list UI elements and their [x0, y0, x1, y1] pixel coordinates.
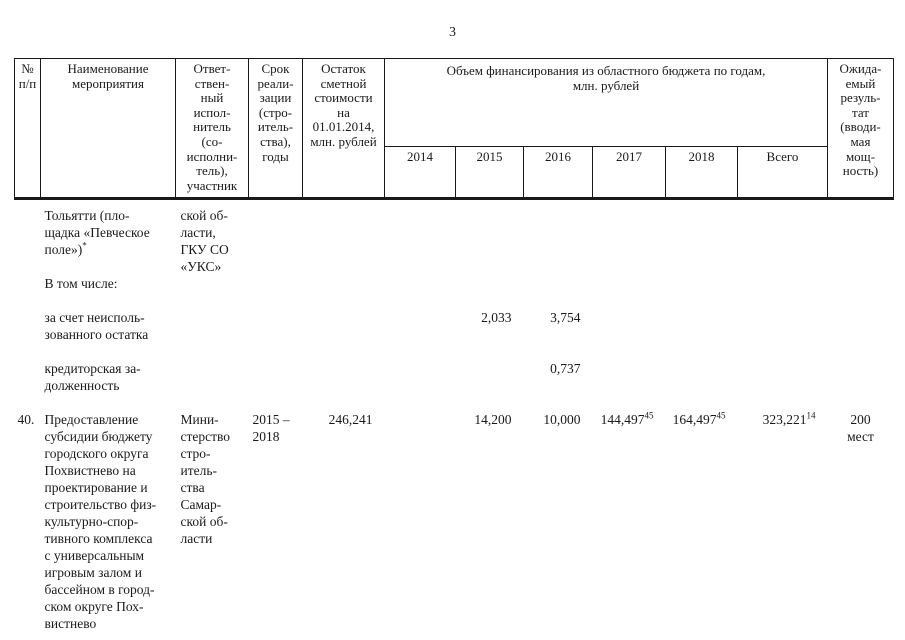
- cell-num: [15, 275, 41, 292]
- cell-total: 323,22114: [762, 410, 816, 428]
- col-header-balance: Остаток сметной стоимости на 01.01.2014,…: [302, 57, 385, 201]
- cell-2014: [385, 343, 456, 394]
- col-header-term: Срок реали- зации (стро- итель- ства), г…: [248, 57, 303, 201]
- cell-executor: ской об- ласти, ГКУ СО «УКС»: [180, 208, 229, 275]
- cell-2014: [385, 394, 456, 632]
- cell-2016: 0,737: [550, 361, 581, 377]
- footnote-ref: 14: [806, 410, 816, 421]
- cell-name: за счет неисполь- зованного остатка: [44, 310, 149, 343]
- cell-term: [249, 292, 303, 343]
- col-header-financing: Объем финансирования из областного бюдже…: [384, 58, 828, 147]
- financing-table: № п/п Наименование мероприятия Ответ- ст…: [14, 57, 894, 633]
- cell-balance: [303, 343, 385, 394]
- cell-empty: [249, 199, 894, 276]
- cell-term: 2015 – 2018: [252, 412, 290, 445]
- cell-num: [15, 343, 41, 394]
- footnote-ref: 45: [716, 410, 726, 421]
- cell-result: 200 мест: [847, 412, 874, 445]
- table-row: кредиторская за- долженность 0,737: [15, 343, 894, 394]
- cell-empty: [176, 275, 894, 292]
- table-body: Тольятти (пло- щадка «Певческое поле»)* …: [15, 199, 894, 633]
- col-header-result: Ожида- емый резуль- тат (вводи- мая мощ-…: [827, 57, 894, 201]
- col-header-year-2015: 2015: [455, 145, 524, 201]
- cell-term: [249, 343, 303, 394]
- cell-empty: [593, 292, 894, 343]
- cell-num: [15, 199, 41, 276]
- col-header-name: Наименование мероприятия: [40, 57, 176, 201]
- cell-2016: 3,754: [550, 310, 581, 326]
- cell-name: Предоставление субсидии бюджету городско…: [44, 412, 157, 632]
- cell-balance: [303, 292, 385, 343]
- footnote-asterisk: *: [82, 240, 87, 251]
- col-header-executor: Ответ- ствен- ный испол- нитель (со- исп…: [175, 57, 249, 201]
- cell-name: кредиторская за- долженность: [44, 361, 141, 394]
- col-header-year-2016: 2016: [523, 145, 593, 201]
- header-row-years: 2014 2015 2016 2017 2018 Всего: [15, 145, 894, 201]
- col-header-total: Всего: [737, 145, 828, 201]
- table-row: 40. Предоставление субсидии бюджету горо…: [15, 394, 894, 632]
- cell-name: Тольятти (пло- щадка «Певческое поле»)*: [44, 208, 150, 258]
- col-header-num: № п/п: [14, 57, 41, 201]
- table-row: В том числе:: [15, 275, 894, 292]
- col-header-year-2014: 2014: [384, 145, 456, 201]
- table-row: за счет неисполь- зованного остатка 2,03…: [15, 292, 894, 343]
- cell-executor: [176, 292, 249, 343]
- page-number: 3: [449, 25, 456, 40]
- col-header-year-2017: 2017: [592, 145, 666, 201]
- cell-executor: Мини- стерство стро- итель- ства Самар- …: [180, 412, 231, 547]
- cell-num: 40.: [17, 412, 35, 428]
- cell-executor: [176, 343, 249, 394]
- table-header: № п/п Наименование мероприятия Ответ- ст…: [14, 57, 894, 201]
- header-row-main: № п/п Наименование мероприятия Ответ- ст…: [14, 57, 894, 201]
- cell-2015: 2,033: [481, 310, 512, 326]
- cell-2014: [385, 292, 456, 343]
- table-row: Тольятти (пло- щадка «Певческое поле»)* …: [15, 199, 894, 276]
- cell-2017: 144,49745: [600, 410, 654, 428]
- cell-2015: 14,200: [474, 412, 512, 428]
- cell-2015: [456, 343, 524, 394]
- cell-2018: 164,49745: [672, 410, 726, 428]
- cell-empty: [593, 343, 894, 394]
- footnote-ref: 45: [644, 410, 654, 421]
- cell-2016: 10,000: [543, 412, 581, 428]
- col-header-year-2018: 2018: [665, 145, 738, 201]
- cell-name: В том числе:: [44, 276, 118, 292]
- cell-num: [15, 292, 41, 343]
- cell-balance: 246,241: [328, 412, 373, 428]
